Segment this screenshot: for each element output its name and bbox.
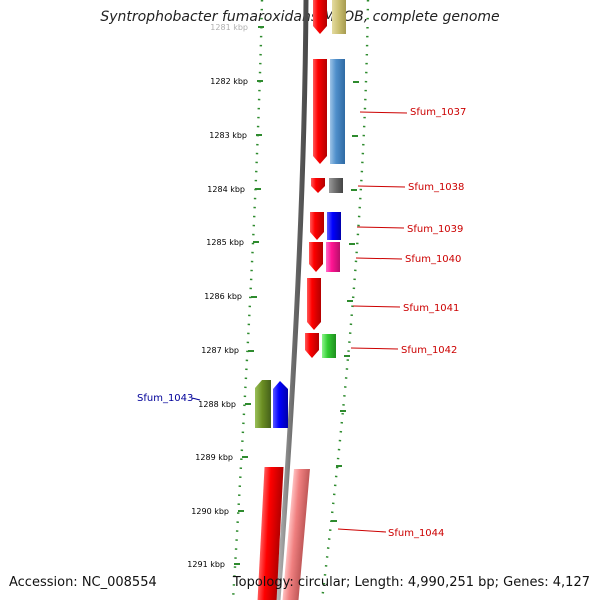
ruler-label: 1285 kbp [206, 238, 244, 247]
ruler-tick [256, 134, 262, 136]
cds-arrow-sfum-1040[interactable] [309, 242, 323, 272]
gene-arrow-sfum-1039[interactable] [327, 212, 341, 240]
ruler-tick-outer [347, 300, 353, 302]
ruler-label: 1288 kbp [198, 400, 236, 409]
map-title: Syntrophobacter fumaroxidans MPOB, compl… [100, 9, 500, 25]
gene-labels: Sfum_1037 Sfum_1038 Sfum_1039 Sfum_1040 … [137, 107, 466, 539]
ruler-label: 1291 kbp [187, 560, 225, 569]
cds-arrow-sfum-1043[interactable] [273, 381, 288, 428]
ruler-tick-outer [336, 465, 342, 467]
cds-arrow-sfum-1037[interactable] [313, 59, 327, 164]
ruler-label: 1289 kbp [195, 453, 233, 462]
ruler-label: 1290 kbp [191, 507, 229, 516]
leader-line [191, 397, 201, 401]
genome-summary-text: Topology: circular; Length: 4,990,251 bp… [232, 575, 590, 590]
ruler-tick [253, 241, 259, 243]
ruler-tick [248, 350, 254, 352]
ruler-tick-outer [353, 81, 359, 83]
cds-arrow-sfum-1038[interactable] [311, 178, 325, 193]
ruler-tick-outer [349, 243, 355, 245]
feature-arrows [255, 0, 346, 600]
ruler-tick-outer [351, 189, 357, 191]
ruler-tick-outer [352, 135, 358, 137]
gene-label-sfum-1041[interactable]: Sfum_1041 [403, 303, 459, 314]
gene-label-sfum-1038[interactable]: Sfum_1038 [408, 182, 464, 193]
gene-label-sfum-1042[interactable]: Sfum_1042 [401, 345, 457, 356]
gene-label-sfum-1037[interactable]: Sfum_1037 [410, 107, 466, 118]
ruler-tick [255, 188, 261, 190]
gene-arrow-sfum-1042[interactable] [322, 334, 336, 358]
gene-arrow-sfum-1044[interactable] [282, 469, 310, 600]
leader-line [337, 528, 387, 533]
cds-arrow-sfum-1041[interactable] [307, 278, 321, 330]
ruler-label: 1283 kbp [209, 131, 247, 140]
gene-label-sfum-1039[interactable]: Sfum_1039 [407, 224, 463, 235]
ruler-tick [242, 456, 248, 458]
cds-arrow-sfum-1044[interactable] [257, 467, 284, 600]
ruler-tick [238, 510, 244, 512]
ruler-tick-outer [340, 410, 346, 412]
ruler-label: 1282 kbp [210, 77, 248, 86]
ruler-tick [257, 80, 263, 82]
ruler-label: 1281 kbp [210, 23, 248, 32]
gene-arrow-sfum-1037[interactable] [330, 59, 345, 164]
gene-label-sfum-1043[interactable]: Sfum_1043 [137, 393, 193, 404]
leader-line [355, 257, 403, 260]
gene-arrow[interactable] [332, 0, 346, 34]
gene-label-sfum-1040[interactable]: Sfum_1040 [405, 254, 461, 265]
ruler-labels: 1281 kbp 1282 kbp 1283 kbp 1284 kbp 1285… [187, 23, 248, 569]
leader-line [357, 185, 406, 188]
gene-label-sfum-1044[interactable]: Sfum_1044 [388, 528, 444, 539]
ruler-label: 1286 kbp [204, 292, 242, 301]
ruler-label: 1284 kbp [207, 185, 245, 194]
gene-arrow-sfum-1040[interactable] [326, 242, 340, 272]
gene-arrow-sfum-1038[interactable] [329, 178, 343, 193]
ruler-tick [245, 403, 251, 405]
leader-line [356, 226, 405, 229]
ruler-tick [258, 26, 264, 28]
ruler-label: 1287 kbp [201, 346, 239, 355]
accession-text: Accession: NC_008554 [9, 575, 157, 590]
cds-arrow[interactable] [313, 0, 327, 34]
gene-arrow-sfum-1043[interactable] [255, 380, 271, 428]
leader-line [350, 347, 399, 350]
ruler-tick [234, 563, 240, 565]
cds-arrow-sfum-1039[interactable] [310, 212, 324, 240]
cds-arrow-sfum-1042[interactable] [305, 333, 319, 358]
ruler-tick [251, 296, 257, 298]
ruler-ticks [234, 26, 359, 565]
leader-line [359, 111, 408, 114]
leader-line [352, 305, 401, 308]
ruler-tick-outer [344, 355, 350, 357]
ruler-tick-outer [331, 520, 337, 522]
genome-backbone [275, 0, 309, 600]
